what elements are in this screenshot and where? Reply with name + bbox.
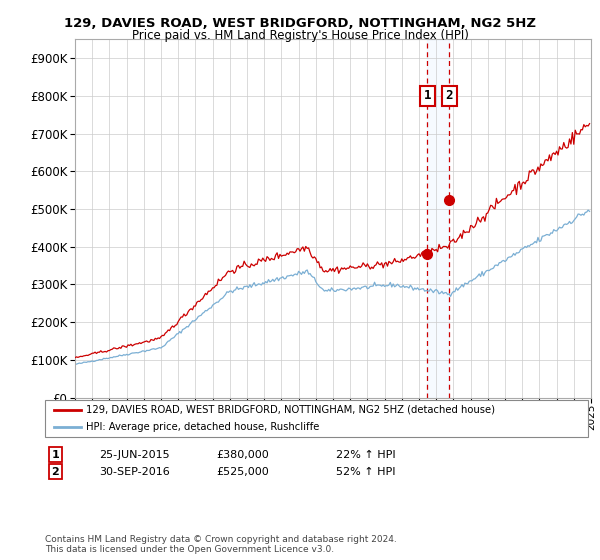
Text: 1: 1 <box>424 89 431 102</box>
Text: 22% ↑ HPI: 22% ↑ HPI <box>336 450 395 460</box>
Text: 1: 1 <box>52 450 59 460</box>
Text: 129, DAVIES ROAD, WEST BRIDGFORD, NOTTINGHAM, NG2 5HZ: 129, DAVIES ROAD, WEST BRIDGFORD, NOTTIN… <box>64 17 536 30</box>
Text: £525,000: £525,000 <box>216 466 269 477</box>
Text: 2: 2 <box>52 466 59 477</box>
Text: 30-SEP-2016: 30-SEP-2016 <box>99 466 170 477</box>
Text: 2: 2 <box>445 89 453 102</box>
Text: 129, DAVIES ROAD, WEST BRIDGFORD, NOTTINGHAM, NG2 5HZ (detached house): 129, DAVIES ROAD, WEST BRIDGFORD, NOTTIN… <box>86 405 495 415</box>
Text: HPI: Average price, detached house, Rushcliffe: HPI: Average price, detached house, Rush… <box>86 422 319 432</box>
Text: 25-JUN-2015: 25-JUN-2015 <box>99 450 170 460</box>
Text: Contains HM Land Registry data © Crown copyright and database right 2024.
This d: Contains HM Land Registry data © Crown c… <box>45 535 397 554</box>
Text: 52% ↑ HPI: 52% ↑ HPI <box>336 466 395 477</box>
Bar <box>427 39 449 398</box>
Text: £380,000: £380,000 <box>216 450 269 460</box>
Text: Price paid vs. HM Land Registry's House Price Index (HPI): Price paid vs. HM Land Registry's House … <box>131 29 469 42</box>
